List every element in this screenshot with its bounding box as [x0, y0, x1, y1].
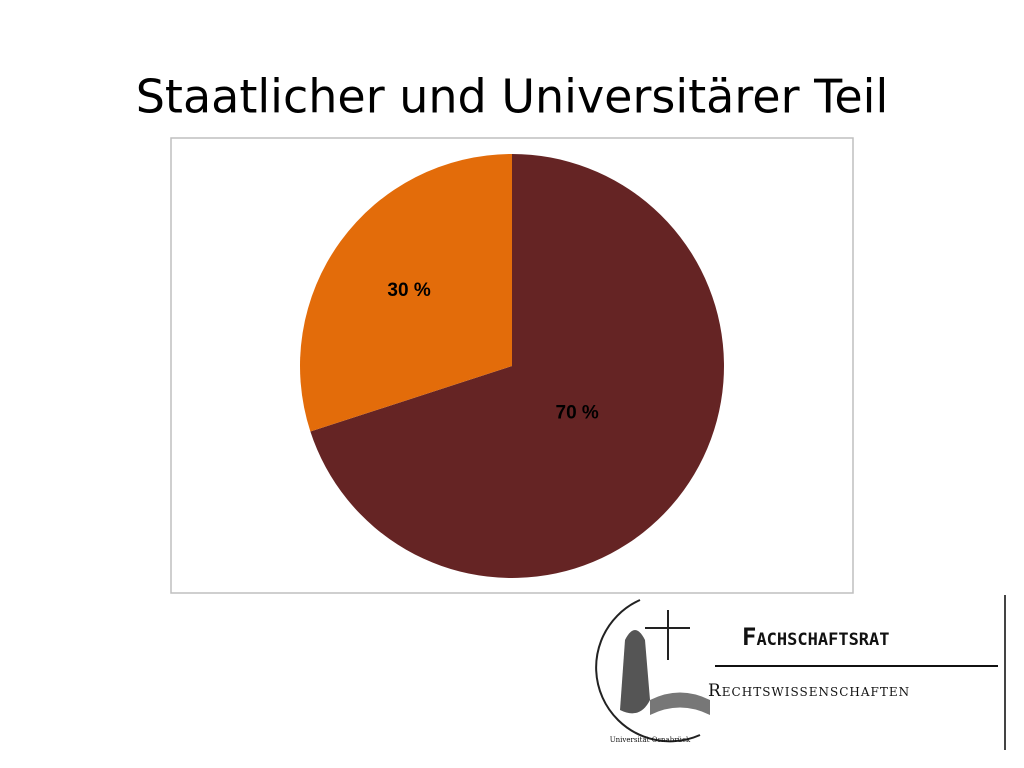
- pie-slice: [300, 154, 512, 432]
- chart-title: Staatlicher und Universitärer Teil: [136, 70, 889, 124]
- logo-figure: [620, 630, 650, 714]
- logo-title: Fachschaftsrat: [742, 623, 890, 651]
- logo: Universität Osnabrück Fachschaftsrat Rec…: [595, 595, 1006, 750]
- pie-slice: [310, 154, 724, 579]
- data-label: 70 %: [556, 402, 599, 423]
- logo-book: [650, 692, 710, 715]
- logo-arc: [595, 599, 701, 743]
- logo-subtitle: Rechtswissenschaften: [708, 681, 910, 701]
- data-label: 30 %: [387, 280, 430, 301]
- logo-seal: Universität Osnabrück: [610, 736, 691, 744]
- pie: 70 % 30 %: [300, 154, 724, 579]
